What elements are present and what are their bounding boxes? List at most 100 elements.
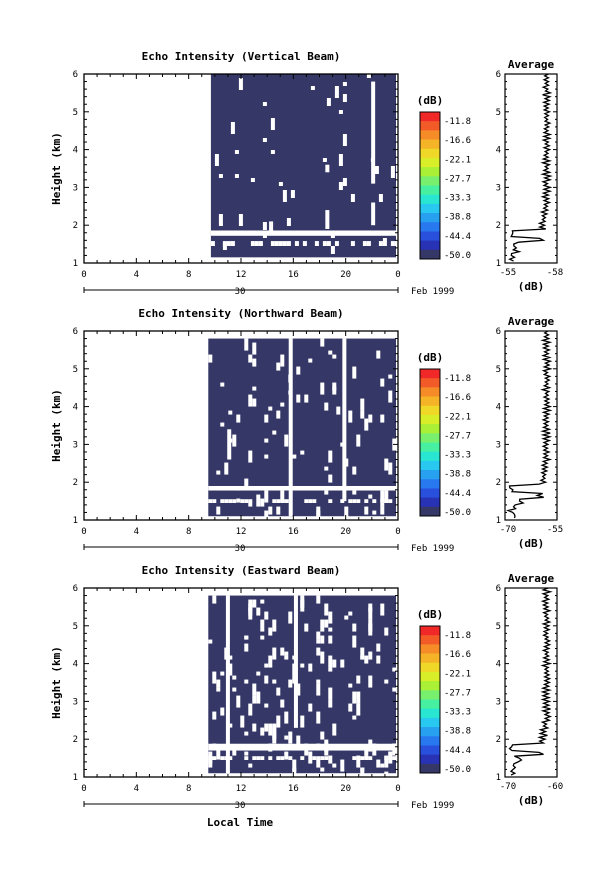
colorbar-swatch: [420, 387, 440, 398]
missing-data-band: [208, 743, 396, 751]
colorbar-swatch: [420, 185, 440, 196]
missing-data-cell: [284, 735, 289, 740]
missing-data-cell: [228, 410, 233, 415]
missing-data-cell: [230, 241, 235, 246]
missing-data-column: [227, 429, 232, 460]
colorbar-tick-label: -44.4: [444, 232, 471, 242]
profile-y-tick-label: 1: [496, 516, 501, 526]
missing-data-cell: [288, 390, 293, 395]
missing-data-cell: [376, 643, 381, 652]
missing-data-cell: [380, 763, 385, 768]
x-tick-label: 16: [288, 527, 299, 537]
missing-data-cell: [372, 510, 377, 515]
missing-data-cell: [228, 723, 233, 728]
missing-data-cell: [208, 639, 213, 644]
missing-data-cell: [280, 647, 285, 656]
missing-data-cell: [228, 499, 233, 503]
missing-data-cell: [348, 611, 353, 616]
missing-data-cell: [220, 382, 225, 387]
missing-data-cell: [320, 767, 325, 772]
profile-y-tick-label: 4: [496, 403, 501, 413]
colorbar-swatch: [420, 479, 440, 489]
missing-data-cell: [304, 623, 309, 632]
missing-data-cell: [364, 655, 369, 664]
colorbar-swatch: [420, 708, 440, 719]
profile-y-tick-label: 5: [496, 622, 501, 632]
missing-data-cell: [268, 655, 273, 668]
colorbar-swatch: [420, 121, 440, 131]
missing-data-cell: [368, 675, 373, 688]
colorbar-swatch: [420, 405, 440, 416]
colorbar-swatch: [420, 690, 440, 700]
missing-data-cell: [276, 362, 281, 371]
missing-data-cell: [216, 687, 221, 692]
missing-data-cell: [212, 756, 217, 760]
colorbar-swatch: [420, 699, 440, 710]
missing-data-cell: [360, 767, 365, 772]
missing-data-cell: [356, 691, 361, 704]
missing-data-cell: [348, 410, 353, 423]
date-day-label: 30: [235, 287, 246, 297]
missing-data-cell: [260, 619, 265, 632]
missing-data-cell: [332, 763, 337, 768]
missing-data-cell: [332, 659, 337, 668]
y-tick-label: 6: [73, 70, 78, 80]
missing-data-cell: [316, 756, 321, 760]
date-month-label: Feb 1999: [411, 801, 454, 811]
colorbar-swatch: [420, 506, 440, 517]
colorbar-tick-label: -44.4: [444, 746, 471, 756]
missing-data-cell: [280, 402, 285, 407]
missing-data-cell: [212, 743, 217, 748]
x-tick-label: 12: [236, 527, 247, 537]
missing-data-cell: [344, 458, 349, 467]
colorbar-swatch: [420, 112, 440, 122]
missing-data-cell: [364, 755, 369, 760]
missing-data-cell: [338, 110, 343, 114]
missing-data-cell: [252, 398, 257, 407]
missing-data-cell: [216, 506, 221, 515]
colorbar-tick-label: -33.3: [444, 451, 471, 461]
missing-data-cell: [244, 478, 249, 487]
x-tick-label: 8: [186, 527, 191, 537]
missing-data-column: [325, 210, 330, 229]
missing-data-cell: [392, 756, 397, 760]
profile-frame: [504, 330, 558, 521]
missing-data-cell: [320, 651, 325, 664]
colorbar-tick-label: -27.7: [444, 431, 471, 441]
missing-data-cell: [364, 506, 369, 515]
missing-data-cell: [288, 731, 293, 744]
missing-data-cell: [356, 499, 361, 503]
colorbar-swatch: [420, 460, 440, 471]
colorbar-unit: (dB): [417, 94, 444, 107]
average-profile-line: [508, 73, 553, 262]
x-tick-label: 0: [395, 527, 400, 537]
missing-data-cell: [304, 743, 309, 756]
missing-data-cell: [282, 190, 287, 202]
profile-title: Average: [508, 572, 555, 585]
missing-data-cell: [316, 631, 321, 640]
missing-data-cell: [388, 390, 393, 403]
panel-title: Echo Intensity (Vertical Beam): [142, 50, 341, 63]
missing-data-cell: [292, 767, 297, 776]
missing-data-cell: [244, 338, 249, 351]
missing-data-cell: [364, 747, 369, 756]
missing-data-cell: [232, 687, 237, 692]
y-axis-label: Height (km): [50, 389, 63, 462]
colorbar-swatch: [420, 139, 440, 150]
missing-data-cell: [308, 703, 313, 712]
colorbar-tick-label: -11.8: [444, 117, 471, 127]
missing-data-cell: [320, 731, 325, 740]
colorbar-swatch: [420, 176, 440, 186]
missing-data-cell: [286, 218, 291, 226]
missing-data-cell: [356, 703, 361, 716]
missing-data-cell: [368, 494, 373, 499]
colorbar-swatch: [420, 754, 440, 765]
missing-data-cell: [256, 671, 261, 676]
profile-y-tick-label: 3: [496, 440, 501, 450]
missing-data-cell: [312, 756, 317, 760]
missing-data-cell: [394, 241, 399, 246]
missing-data-cell: [324, 603, 329, 616]
colorbar-tick-label: -22.1: [444, 412, 471, 422]
missing-data-cell: [268, 406, 273, 411]
missing-data-cell: [340, 499, 345, 503]
